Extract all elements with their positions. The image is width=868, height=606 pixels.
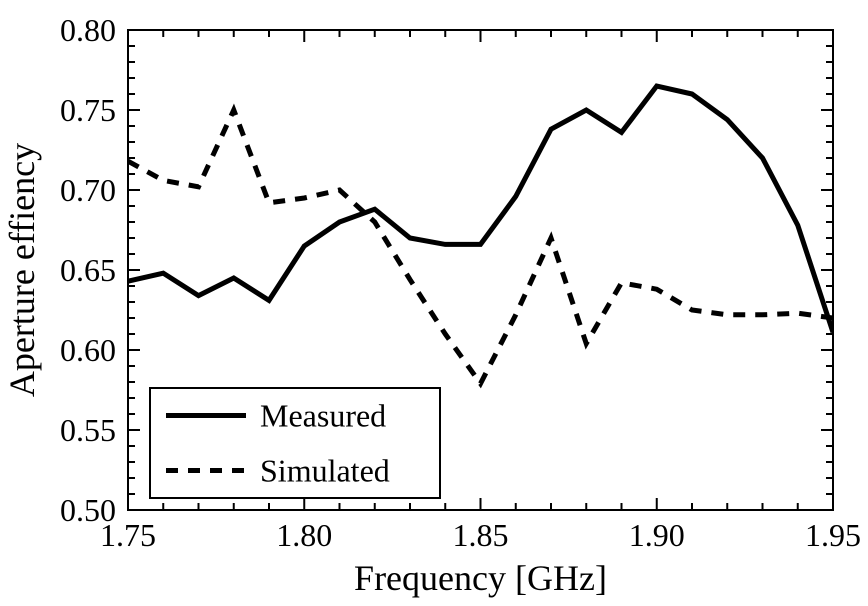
chart-svg: 1.751.801.851.901.950.500.550.600.650.70… [0, 0, 868, 606]
y-tick-label: 0.80 [60, 12, 116, 48]
x-tick-label: 1.90 [629, 517, 685, 553]
y-tick-label: 0.55 [60, 412, 116, 448]
y-tick-label: 0.50 [60, 492, 116, 528]
x-axis-label: Frequency [GHz] [354, 558, 607, 598]
y-tick-label: 0.75 [60, 92, 116, 128]
y-axis-label: Aperture effiency [2, 143, 42, 397]
x-tick-label: 1.85 [453, 517, 509, 553]
x-tick-label: 1.80 [276, 517, 332, 553]
y-tick-label: 0.65 [60, 252, 116, 288]
legend-label-simulated: Simulated [260, 453, 390, 489]
y-tick-label: 0.70 [60, 172, 116, 208]
legend-label-measured: Measured [260, 398, 386, 434]
chart-container: 1.751.801.851.901.950.500.550.600.650.70… [0, 0, 868, 606]
y-tick-label: 0.60 [60, 332, 116, 368]
x-tick-label: 1.95 [805, 517, 861, 553]
